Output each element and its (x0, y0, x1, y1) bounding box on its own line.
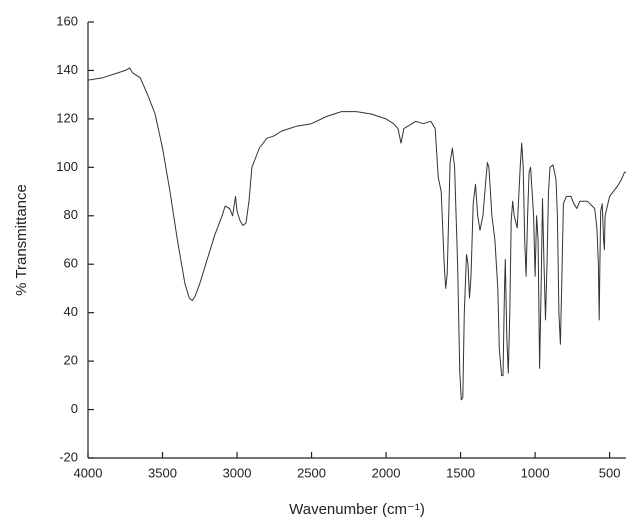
x-tick-label: 1000 (521, 465, 550, 480)
x-tick-label: 2000 (372, 465, 401, 480)
y-tick-label: 0 (71, 401, 78, 416)
x-tick-label: 3500 (148, 465, 177, 480)
y-tick-label: 40 (64, 304, 78, 319)
y-tick-label: 160 (56, 13, 78, 28)
y-tick-label: 140 (56, 62, 78, 77)
y-axis-label: % Transmittance (13, 184, 30, 296)
y-tick-label: 80 (64, 207, 78, 222)
y-tick-label: 120 (56, 110, 78, 125)
y-tick-label: 100 (56, 159, 78, 174)
x-axis-label: Wavenumber (cm⁻¹) (289, 501, 425, 518)
y-tick-label: 60 (64, 256, 78, 271)
x-tick-label: 2500 (297, 465, 326, 480)
y-tick-label: -20 (59, 449, 78, 464)
y-tick-label: 20 (64, 353, 78, 368)
x-tick-label: 3000 (223, 465, 252, 480)
x-tick-label: 1500 (446, 465, 475, 480)
spectrum-line (87, 67, 626, 401)
x-tick-label: 4000 (74, 465, 103, 480)
x-tick-label: 500 (599, 465, 621, 480)
